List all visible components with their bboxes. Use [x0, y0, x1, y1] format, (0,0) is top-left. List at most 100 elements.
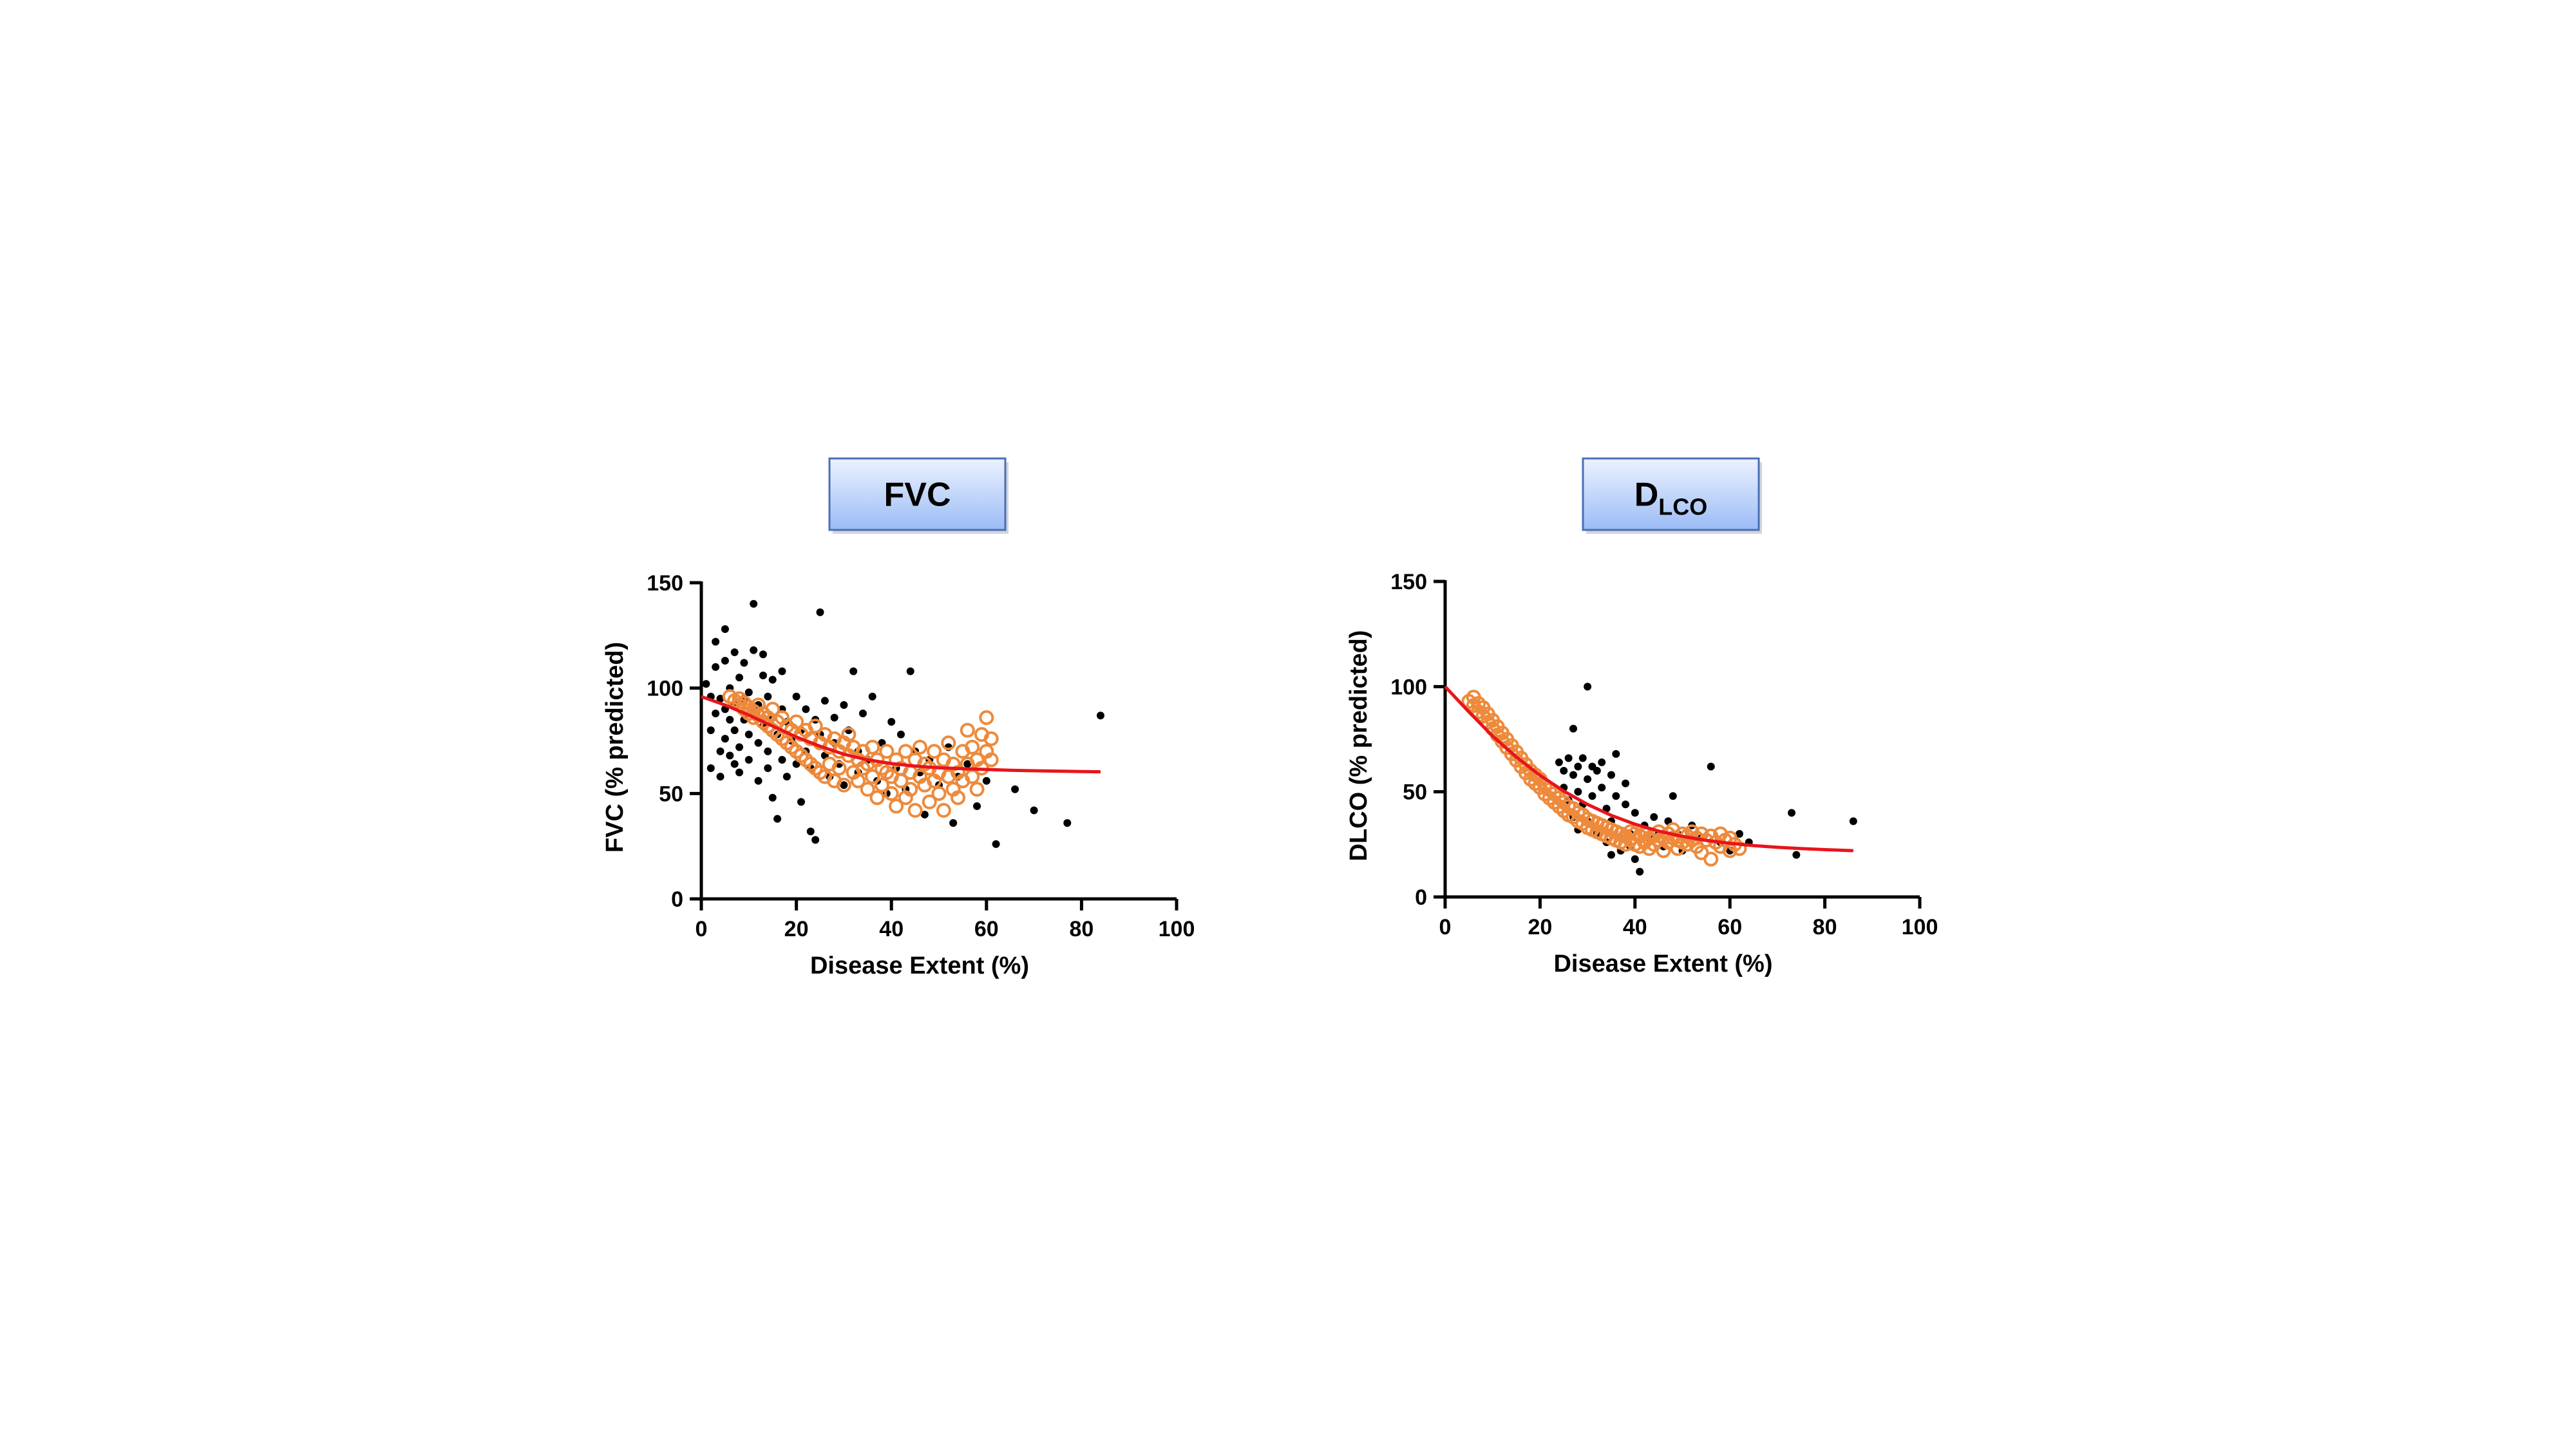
data-point-filled [816, 608, 824, 616]
data-point-filled [1030, 806, 1038, 815]
data-point-open [860, 782, 875, 797]
x-tick-label: 80 [1813, 915, 1837, 939]
data-point-filled [1555, 758, 1563, 766]
data-point-filled [706, 764, 715, 773]
data-point-open [865, 739, 880, 755]
data-point-filled [949, 819, 958, 827]
data-point-filled [920, 811, 929, 819]
x-tick-label: 60 [1718, 915, 1742, 939]
data-point-filled [1598, 758, 1606, 766]
data-point-filled [768, 675, 777, 684]
data-point-filled [896, 730, 905, 739]
data-point-filled [759, 650, 767, 659]
y-tick-label: 150 [1390, 570, 1427, 594]
data-point-filled [750, 599, 758, 608]
data-point-filled [744, 688, 753, 697]
data-point-open [969, 782, 985, 797]
data-point-filled [1607, 771, 1615, 779]
data-point-filled [1788, 809, 1796, 817]
data-point-filled [1574, 762, 1582, 771]
data-point-filled [802, 705, 810, 713]
data-point-filled [1612, 792, 1620, 800]
data-point-filled [1849, 817, 1857, 825]
data-point-open [789, 714, 804, 730]
x-tick-label: 0 [696, 917, 708, 941]
data-point-filled [792, 692, 800, 701]
data-point-open [960, 722, 975, 738]
data-point-filled [735, 743, 744, 751]
data-point-filled [1569, 771, 1577, 779]
data-point-filled [887, 718, 896, 726]
data-point-filled [811, 836, 820, 844]
data-point-filled [849, 667, 858, 675]
data-point-filled [1593, 767, 1601, 775]
data-point-filled [1650, 813, 1658, 821]
data-point-filled [830, 713, 838, 722]
data-point-filled [764, 747, 772, 755]
x-tick-label: 40 [1623, 915, 1647, 939]
data-point-open [889, 798, 904, 814]
data-point-open [765, 701, 781, 717]
data-point-filled [1607, 851, 1615, 859]
data-point-filled [906, 667, 914, 675]
data-point-filled [754, 739, 762, 747]
y-tick-label: 100 [1390, 675, 1427, 699]
data-point-filled [1631, 855, 1639, 863]
data-point-filled [1612, 750, 1620, 758]
data-point-filled [1063, 819, 1072, 827]
data-point-filled [973, 802, 981, 810]
data-point-filled [1636, 867, 1644, 876]
data-point-filled [721, 625, 729, 634]
data-point-filled [735, 674, 744, 682]
data-point-filled [750, 646, 758, 654]
data-point-filled [706, 726, 715, 735]
y-tick-label: 0 [1415, 885, 1427, 910]
data-point-filled [768, 793, 777, 802]
data-point-filled [778, 667, 786, 675]
data-point-filled [712, 709, 720, 717]
data-point-open [927, 744, 942, 759]
y-tick-label: 100 [647, 677, 683, 701]
data-point-open [951, 790, 966, 806]
data-point-filled [868, 692, 876, 701]
data-point-filled [1569, 724, 1577, 733]
data-point-filled [797, 798, 805, 806]
data-point-filled [712, 663, 720, 671]
data-point-filled [778, 755, 786, 764]
data-point-filled [1096, 712, 1104, 720]
y-axis-label: DLCO (% predicted) [1345, 630, 1372, 862]
x-tick-label: 20 [784, 917, 809, 941]
data-point-open [983, 731, 999, 746]
data-point-filled [759, 672, 767, 680]
data-point-open [912, 739, 927, 755]
data-point-filled [730, 648, 739, 657]
chart-dlco: DLCO 0 20 40 60 80 100 0 50 100 150 Disease Extent … [1345, 457, 1938, 977]
y-tick-label: 0 [671, 887, 683, 912]
x-tick-label: 100 [1902, 915, 1938, 939]
chart-title: FVC [884, 476, 951, 514]
data-point-filled [1735, 830, 1743, 838]
data-point-open [884, 786, 899, 801]
data-point-filled [721, 657, 729, 665]
data-point-filled [730, 760, 739, 768]
data-point-filled [1584, 775, 1592, 784]
chart-title-box [828, 457, 1007, 531]
data-point-open [869, 790, 885, 806]
data-point-filled [773, 815, 782, 823]
data-point-filled [806, 827, 815, 836]
chart-fvc: FVC 0 20 40 60 80 100 0 50 100 150 Disease Extent (… [601, 457, 1195, 979]
y-tick-label: 50 [659, 782, 683, 806]
data-point-filled [858, 709, 867, 717]
data-point-open [831, 760, 847, 776]
data-point-filled [982, 777, 990, 785]
x-tick-label: 80 [1069, 917, 1094, 941]
data-point-filled [1598, 784, 1606, 792]
data-point-filled [1588, 792, 1596, 800]
data-point-open [936, 803, 951, 818]
data-point-filled [716, 773, 724, 781]
data-point-filled [992, 840, 1000, 848]
data-point-open [836, 777, 851, 793]
data-point-filled [1707, 762, 1715, 771]
data-point-open [941, 735, 956, 751]
